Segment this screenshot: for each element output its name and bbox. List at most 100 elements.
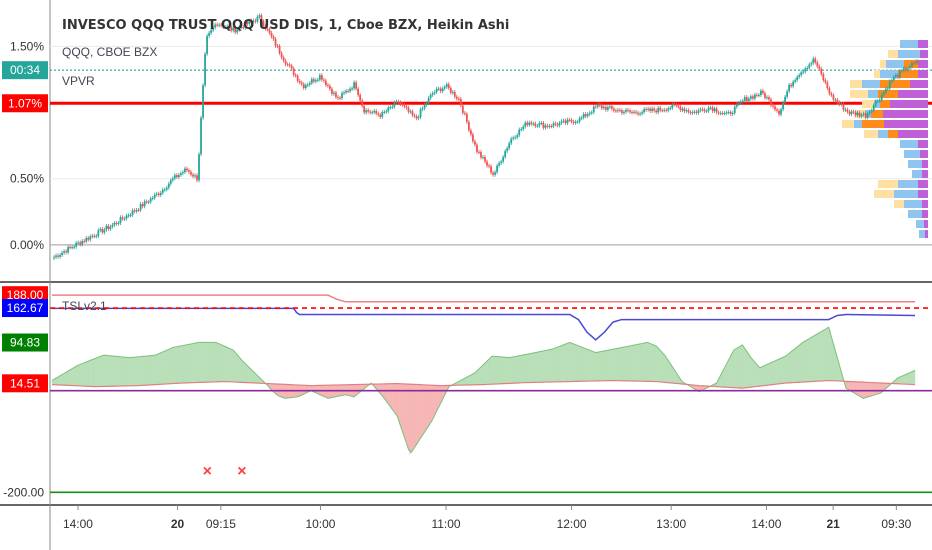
candle-body [451, 91, 454, 93]
candle-body [540, 122, 543, 124]
candle-body [782, 102, 784, 110]
candle-body [141, 204, 144, 207]
candle-body [786, 91, 788, 97]
candle-body [510, 138, 513, 144]
fill-segment [651, 343, 655, 382]
x-tick-label: 14:00 [751, 517, 781, 531]
candle-body [232, 27, 235, 31]
fill-segment [496, 356, 499, 385]
candle-body [228, 26, 231, 28]
volume-bar [884, 120, 928, 128]
candle-body [107, 225, 110, 229]
candle-body [679, 106, 682, 111]
osc-badge [2, 299, 48, 318]
fill-segment [245, 363, 249, 383]
candle-body [83, 241, 86, 243]
fill-segment [858, 381, 862, 398]
candle-body [617, 110, 619, 112]
candle-body [478, 151, 480, 153]
candle-body [175, 175, 178, 178]
fill-segment [485, 359, 489, 385]
candle-body [290, 65, 293, 69]
candle-body [556, 124, 559, 126]
candle-body [55, 255, 57, 258]
candle-body [739, 101, 742, 103]
fill-segment [90, 359, 94, 387]
fill-segment [155, 353, 158, 385]
fill-segment [422, 384, 426, 436]
fill-segment [910, 371, 914, 385]
candle-body [397, 101, 400, 103]
candle-body [729, 112, 732, 114]
candle-body [278, 46, 281, 54]
fill-segment [103, 354, 107, 387]
candle-body [61, 252, 63, 255]
candle-body [113, 222, 116, 225]
volume-bar [871, 110, 883, 118]
fill-segment [789, 350, 793, 384]
fill-segment [481, 364, 484, 385]
candle-body [310, 79, 313, 84]
fill-segment [388, 383, 391, 408]
fill-segment [73, 366, 76, 386]
fill-segment [390, 383, 394, 411]
symbol-label: QQQ, CBOE BZX [62, 45, 158, 59]
x-tick-label: 10:00 [305, 517, 335, 531]
candle-body [629, 110, 631, 113]
candle-body [528, 122, 531, 125]
fill-segment [627, 345, 631, 382]
candle-body [494, 172, 496, 175]
volume-bar [878, 130, 888, 138]
candle-body [830, 93, 833, 96]
volume-bar [868, 90, 878, 98]
candle-body [673, 104, 676, 106]
candle-body [749, 96, 752, 99]
candle-body [639, 113, 641, 115]
candle-body [784, 96, 786, 103]
fill-segment [163, 350, 167, 385]
candle-body [467, 122, 470, 131]
candle-body [312, 79, 315, 82]
candle-body [834, 99, 837, 101]
candle-body [445, 84, 448, 87]
candle-body [453, 91, 456, 97]
candle-body [73, 246, 76, 248]
candle-body [909, 66, 911, 69]
candle-body [133, 210, 136, 212]
candle-body [770, 99, 772, 106]
candle-body [562, 120, 565, 122]
fill-segment [606, 349, 609, 381]
volume-profile [842, 40, 928, 238]
candle-body [415, 116, 418, 119]
fill-segment [502, 356, 506, 384]
fill-segment [737, 345, 741, 389]
candle-body [832, 95, 835, 100]
fill-segment [179, 345, 182, 384]
candle-body [371, 112, 374, 114]
candle-body [151, 198, 154, 200]
candle-body [103, 229, 106, 233]
candle-body [240, 26, 243, 28]
candle-body [504, 151, 507, 158]
fill-segment [118, 356, 122, 387]
fill-segment [571, 342, 575, 382]
fill-segment [768, 362, 771, 386]
candle-body [145, 201, 148, 203]
fill-segment [822, 329, 825, 382]
fill-segment [110, 355, 113, 387]
candle-body [379, 114, 382, 117]
candle-body [439, 88, 442, 92]
candle-body [109, 226, 112, 229]
candle-body [119, 217, 122, 223]
fill-segment [105, 355, 109, 387]
candle-body [353, 82, 355, 89]
candle-body [854, 112, 857, 116]
osc-badge-label: 162.67 [7, 301, 44, 315]
volume-bar [874, 70, 880, 78]
candle-body [218, 24, 221, 26]
candle-body [663, 109, 666, 111]
candle-body [625, 109, 627, 112]
candle-body [790, 84, 793, 87]
candle-body [335, 92, 337, 98]
